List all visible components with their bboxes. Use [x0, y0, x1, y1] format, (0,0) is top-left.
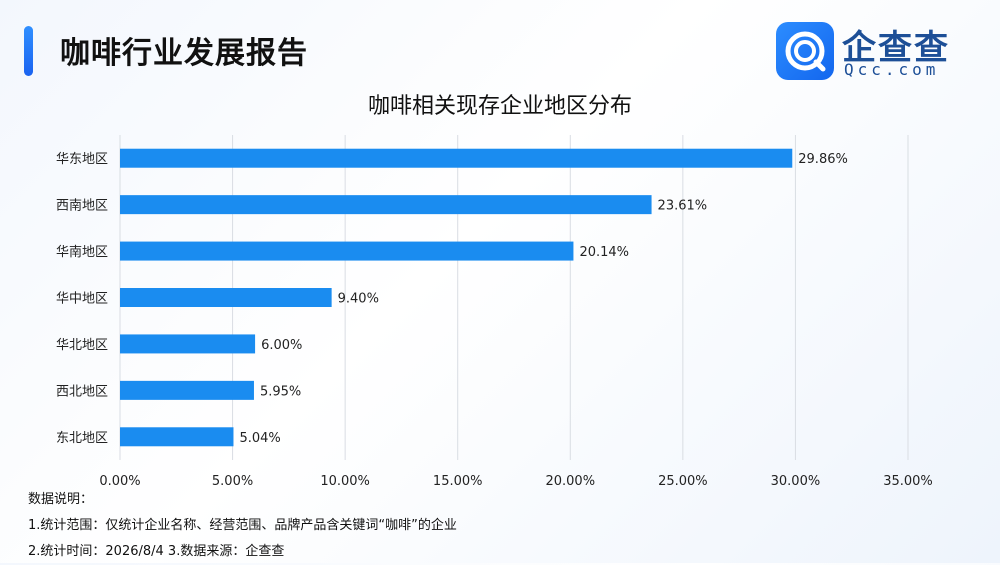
report-title: 咖啡行业发展报告	[60, 36, 308, 71]
bar	[120, 148, 793, 168]
logo-text: 企查查	[842, 28, 950, 68]
x-tick-label: 0.00%	[99, 474, 140, 489]
data-label: 5.95%	[260, 384, 301, 399]
logo-mark-icon	[776, 22, 834, 80]
logo-domain: Qcc.com	[844, 60, 940, 79]
category-label: 华南地区	[56, 244, 108, 260]
data-label: 5.04%	[239, 431, 280, 446]
category-label: 华中地区	[56, 292, 108, 307]
x-tick-label: 25.00%	[658, 474, 708, 489]
data-label: 9.40%	[338, 292, 379, 307]
x-tick-label: 20.00%	[545, 474, 595, 489]
chart-title: 咖啡相关现存企业地区分布	[367, 94, 632, 119]
category-label: 西南地区	[56, 198, 108, 214]
data-label: 6.00%	[261, 338, 302, 353]
x-tick-label: 10.00%	[320, 474, 370, 489]
bar	[120, 241, 574, 261]
x-tick-label: 35.00%	[883, 474, 933, 489]
category-label: 东北地区	[56, 431, 108, 446]
x-tick-label: 30.00%	[771, 474, 821, 489]
data-label: 20.14%	[579, 245, 629, 260]
notes-line-1: 1.统计范围：仅统计企业名称、经营范围、品牌产品含关键词“咖啡”的企业	[28, 518, 457, 533]
data-label: 29.86%	[798, 152, 848, 167]
notes-heading: 数据说明：	[28, 492, 94, 507]
bar	[120, 427, 234, 447]
bar	[120, 334, 256, 354]
x-tick-label: 15.00%	[433, 474, 483, 489]
x-tick-label: 5.00%	[212, 474, 253, 489]
data-notes: 数据说明： 1.统计范围：仅统计企业名称、经营范围、品牌产品含关键词“咖啡”的企…	[28, 487, 457, 565]
category-label: 西北地区	[56, 384, 108, 399]
category-label: 华北地区	[56, 338, 108, 353]
bar	[120, 380, 254, 400]
title-accent-bar	[24, 26, 33, 76]
category-label: 华东地区	[56, 152, 108, 167]
qcc-logo: 企查查 Qcc.com	[776, 22, 976, 82]
bar	[120, 288, 332, 307]
bar	[120, 195, 652, 215]
notes-line-2: 2.统计时间：2026/8/4 3.数据来源：企查查	[28, 544, 285, 559]
data-label: 23.61%	[658, 199, 708, 214]
